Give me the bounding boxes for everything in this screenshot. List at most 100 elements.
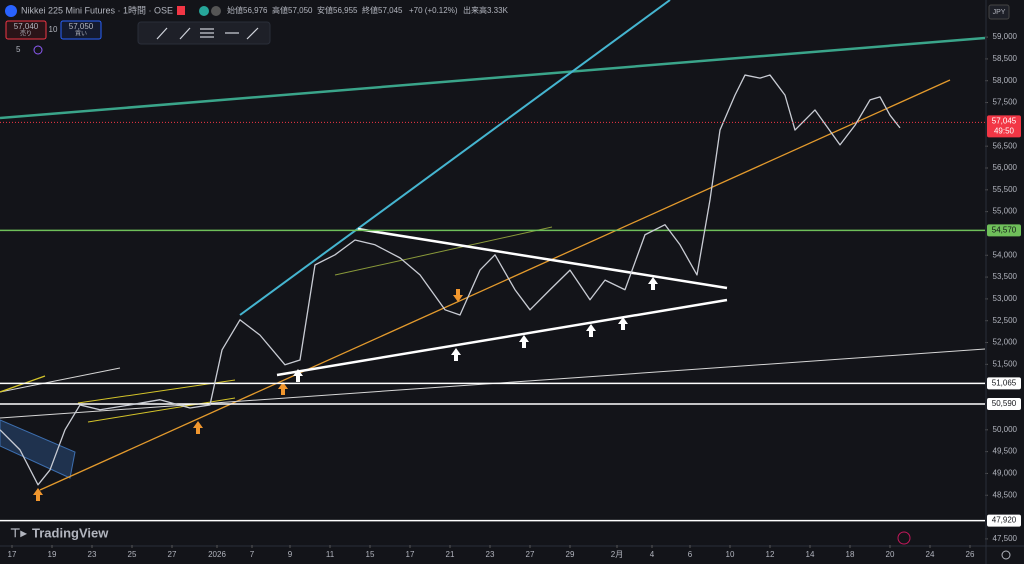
high: 57,050 — [288, 6, 313, 15]
x-tick-label: 23 — [486, 550, 495, 559]
sell-label: 売り — [20, 30, 32, 38]
channel-box — [0, 419, 76, 479]
x-tick-label: 9 — [288, 550, 293, 559]
y-tick-label: 59,000 — [993, 32, 1018, 41]
volume: 3.33K — [487, 6, 509, 15]
x-tick-label: 4 — [650, 550, 655, 559]
countdown: 49:50 — [994, 127, 1015, 136]
x-tick-label: 14 — [806, 550, 815, 559]
level-label: 47,920 — [992, 516, 1017, 525]
x-tick-label: 12 — [766, 550, 775, 559]
level-label: 51,065 — [992, 378, 1017, 387]
low-label: 安値 — [317, 5, 333, 15]
settings-icon[interactable] — [1001, 550, 1011, 560]
change: +70 (+0.12%) — [409, 6, 458, 15]
x-tick-label: 17 — [406, 550, 415, 559]
trend-line — [0, 36, 986, 120]
trend-line — [239, 0, 671, 316]
y-tick-label: 49,500 — [993, 447, 1018, 456]
x-tick-label: 19 — [48, 550, 57, 559]
buy-button[interactable] — [60, 20, 102, 40]
y-tick-label: 55,000 — [993, 207, 1018, 216]
status-dot — [211, 6, 221, 16]
buy-label: 買い — [75, 31, 87, 38]
toolbar-icons[interactable] — [156, 27, 259, 40]
flag-icon — [177, 6, 185, 15]
y-tick-label: 52,500 — [993, 316, 1018, 325]
close-label: 終値 — [362, 5, 378, 15]
replay-icon[interactable] — [897, 531, 911, 545]
y-tick-label: 56,500 — [993, 141, 1018, 150]
x-tick-label: 15 — [366, 550, 375, 559]
x-tick-label: 2026 — [208, 550, 226, 559]
x-tick-label: 25 — [128, 550, 137, 559]
x-tick-label: 23 — [88, 550, 97, 559]
x-tick-label: 2月 — [611, 550, 623, 559]
y-tick-label: 50,000 — [993, 425, 1018, 434]
symbol: Nikkei 225 Mini Futures · 1時間 · OSE — [21, 5, 173, 15]
indicator-count: 5 — [16, 45, 21, 54]
x-tick-label: 27 — [168, 550, 177, 559]
y-tick-label: 51,500 — [993, 359, 1018, 368]
last-price-label: 57,045 — [992, 117, 1017, 126]
high-label: 高値 — [272, 5, 288, 15]
x-tick-label: 26 — [966, 550, 975, 559]
x-tick-label: 29 — [566, 550, 575, 559]
x-tick-label: 7 — [250, 550, 255, 559]
status-dot — [199, 6, 209, 16]
trend-line — [39, 79, 951, 491]
y-tick-label: 58,500 — [993, 54, 1018, 63]
sell-button[interactable] — [5, 20, 47, 40]
y-tick-label: 53,500 — [993, 272, 1018, 281]
price-line — [0, 74, 901, 486]
x-tick-label: 11 — [326, 550, 335, 559]
symbol-icon — [5, 5, 17, 17]
triangle-upper — [357, 227, 728, 290]
x-tick-label: 6 — [688, 550, 693, 559]
x-tick-label: 10 — [726, 550, 735, 559]
level-label: 54,570 — [992, 226, 1017, 235]
currency: JPY — [993, 9, 1006, 16]
trend-line — [0, 367, 121, 393]
y-tick-label: 47,500 — [993, 534, 1018, 543]
trend-line — [334, 226, 553, 276]
white-arrows — [293, 277, 658, 382]
level-tag — [987, 224, 1021, 237]
level-tag — [987, 398, 1021, 411]
y-tick-label: 53,000 — [993, 294, 1018, 303]
y-tick-label: 58,000 — [993, 76, 1018, 85]
sell-price: 57,040 — [14, 22, 39, 31]
y-tick-label: 48,500 — [993, 490, 1018, 499]
level-label: 50,590 — [992, 399, 1017, 408]
y-tick-label: 49,000 — [993, 469, 1018, 478]
buy-price: 57,050 — [69, 22, 94, 31]
low: 56,955 — [333, 6, 358, 15]
spread: 10 — [49, 25, 58, 34]
y-tick-label: 56,000 — [993, 163, 1018, 172]
indicator-icon — [33, 45, 43, 55]
open-label: 始値 — [227, 5, 243, 15]
level-tag — [987, 377, 1021, 390]
x-tick-label: 17 — [8, 550, 17, 559]
y-tick-label: 57,500 — [993, 98, 1018, 107]
x-tick-label: 27 — [526, 550, 535, 559]
open: 56,976 — [243, 6, 268, 15]
x-tick-label: 24 — [926, 550, 935, 559]
close: 57,045 — [378, 6, 403, 15]
level-tag — [987, 514, 1021, 527]
y-tick-label: 54,000 — [993, 250, 1018, 259]
x-tick-label: 21 — [446, 550, 455, 559]
orange-arrows — [33, 289, 463, 501]
x-tick-label: 18 — [846, 550, 855, 559]
volume-label: 出来高 — [463, 5, 487, 15]
x-tick-label: 20 — [886, 550, 895, 559]
y-tick-label: 52,000 — [993, 338, 1018, 347]
triangle-lower — [276, 298, 728, 377]
y-tick-label: 55,500 — [993, 185, 1018, 194]
logo: TradingView — [32, 525, 109, 540]
logo-mark: ⊤▸ — [10, 526, 27, 540]
currency-button[interactable] — [988, 4, 1010, 20]
last-price-tag — [987, 115, 1021, 138]
